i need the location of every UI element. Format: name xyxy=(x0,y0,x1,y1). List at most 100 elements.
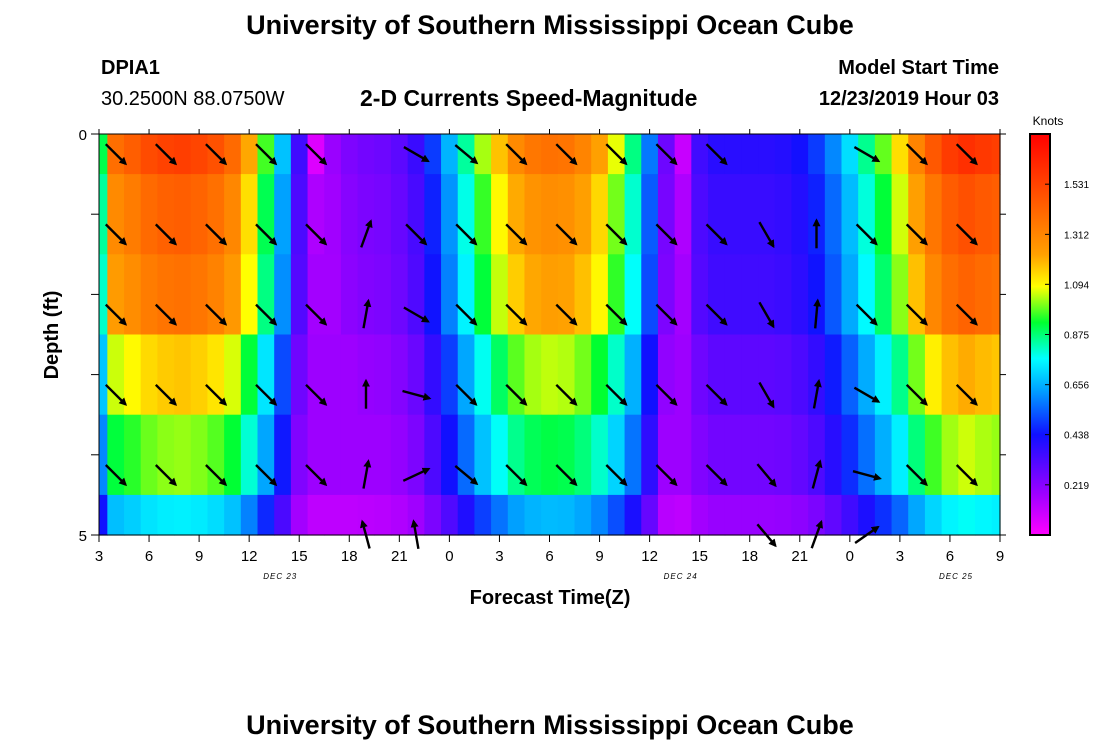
heat-cell xyxy=(207,414,225,496)
current-vector-arrow xyxy=(505,303,528,326)
colorbar-tick-label: 1.094 xyxy=(1064,280,1089,291)
heat-cell xyxy=(140,414,158,496)
heat-cell xyxy=(124,494,142,536)
heat-cell xyxy=(541,174,559,255)
heat-cell xyxy=(958,494,976,536)
heat-cell xyxy=(758,134,776,175)
current-vector-arrow xyxy=(812,378,822,409)
heat-cell xyxy=(941,494,959,536)
heat-cell xyxy=(257,494,275,536)
heat-cell xyxy=(557,254,576,336)
heat-cell xyxy=(541,414,559,496)
heat-cell xyxy=(524,494,542,536)
current-vector-arrow xyxy=(362,459,372,489)
current-vector-arrow xyxy=(655,464,678,487)
heat-cell xyxy=(991,494,1001,536)
heat-cell xyxy=(891,134,909,175)
heat-cell xyxy=(774,334,793,416)
heat-cell xyxy=(824,174,843,255)
heat-cell xyxy=(107,494,125,536)
heat-cell xyxy=(174,254,192,336)
heat-cell xyxy=(390,254,409,336)
heat-cell xyxy=(124,414,142,496)
heat-cell xyxy=(974,254,993,336)
current-vector-arrow xyxy=(205,303,228,326)
current-vector-arrow xyxy=(405,223,428,246)
current-vector-arrow xyxy=(605,143,628,166)
heat-cell xyxy=(290,254,309,336)
heat-cell xyxy=(374,414,392,496)
colorbar-tick-label: 0.875 xyxy=(1064,331,1089,342)
heat-cell xyxy=(624,254,642,336)
heat-cell xyxy=(741,414,759,496)
heat-cell xyxy=(424,134,442,175)
heat-cell xyxy=(874,174,893,255)
x-tick-label: 18 xyxy=(741,548,758,565)
current-vector-arrow xyxy=(205,223,228,246)
colorbar-tick-label: 0.219 xyxy=(1064,481,1089,492)
heat-cell xyxy=(891,414,909,496)
y-axis-label: Depth (ft) xyxy=(41,291,63,380)
colorbar-tick-label: 0.656 xyxy=(1064,381,1089,392)
heat-cell xyxy=(324,494,342,536)
current-vector-arrow xyxy=(655,383,678,406)
current-vector-arrow xyxy=(813,298,822,329)
heat-cell xyxy=(758,414,776,496)
current-vector-arrow xyxy=(403,306,430,323)
current-vector-arrow xyxy=(255,383,278,406)
current-vector-arrow xyxy=(505,383,528,406)
heat-cell xyxy=(491,254,509,336)
heat-cell xyxy=(457,174,476,255)
heat-cell xyxy=(290,334,309,416)
current-vector-arrow xyxy=(655,303,678,326)
heat-cell xyxy=(240,494,259,536)
heat-cell xyxy=(674,414,692,496)
heat-cell xyxy=(124,254,142,336)
heat-cell xyxy=(741,134,759,175)
heat-cell xyxy=(240,254,259,336)
current-vector-arrow xyxy=(855,223,878,246)
heat-cell xyxy=(491,334,509,416)
heat-cell xyxy=(124,134,142,175)
heat-cell xyxy=(307,254,325,336)
heat-cell xyxy=(908,254,926,336)
colorbar-title: Knots xyxy=(1033,114,1064,128)
heat-cell xyxy=(407,414,425,496)
heat-cell xyxy=(724,494,742,536)
current-vector-arrow xyxy=(555,303,578,326)
heat-cell xyxy=(691,334,709,416)
current-vector-arrow xyxy=(305,383,328,406)
heat-cell xyxy=(891,174,909,255)
heat-cell xyxy=(240,414,259,496)
heat-cell xyxy=(607,414,626,496)
heat-cell xyxy=(524,174,542,255)
heat-cell xyxy=(224,174,242,255)
x-tick-label: 21 xyxy=(791,548,808,565)
x-axis-label: Forecast Time(Z) xyxy=(470,587,631,609)
heat-cell xyxy=(157,254,175,336)
heat-cell xyxy=(724,334,742,416)
heat-cell xyxy=(924,494,943,536)
x-tick-label: 18 xyxy=(341,548,358,565)
x-tick-label: 6 xyxy=(145,548,153,565)
x-tick-label: 6 xyxy=(545,548,553,565)
heat-cell xyxy=(741,254,759,336)
x-tick-label: 0 xyxy=(445,548,453,565)
current-vector-arrow xyxy=(705,383,728,406)
heat-cell xyxy=(340,334,359,416)
heat-cell xyxy=(924,134,943,175)
heat-cell xyxy=(574,254,592,336)
heat-cell xyxy=(174,414,192,496)
heat-cell xyxy=(491,134,509,175)
current-vector-arrow xyxy=(360,219,373,248)
heat-cell xyxy=(374,334,392,416)
heat-cell xyxy=(624,494,642,536)
heat-cell xyxy=(507,174,526,255)
current-vector-arrow xyxy=(705,303,728,326)
heat-cell xyxy=(974,174,993,255)
heat-cell xyxy=(641,414,659,496)
heat-cell xyxy=(974,334,993,416)
heat-cell xyxy=(99,414,108,496)
heat-cell xyxy=(457,494,476,536)
heat-cell xyxy=(674,254,692,336)
